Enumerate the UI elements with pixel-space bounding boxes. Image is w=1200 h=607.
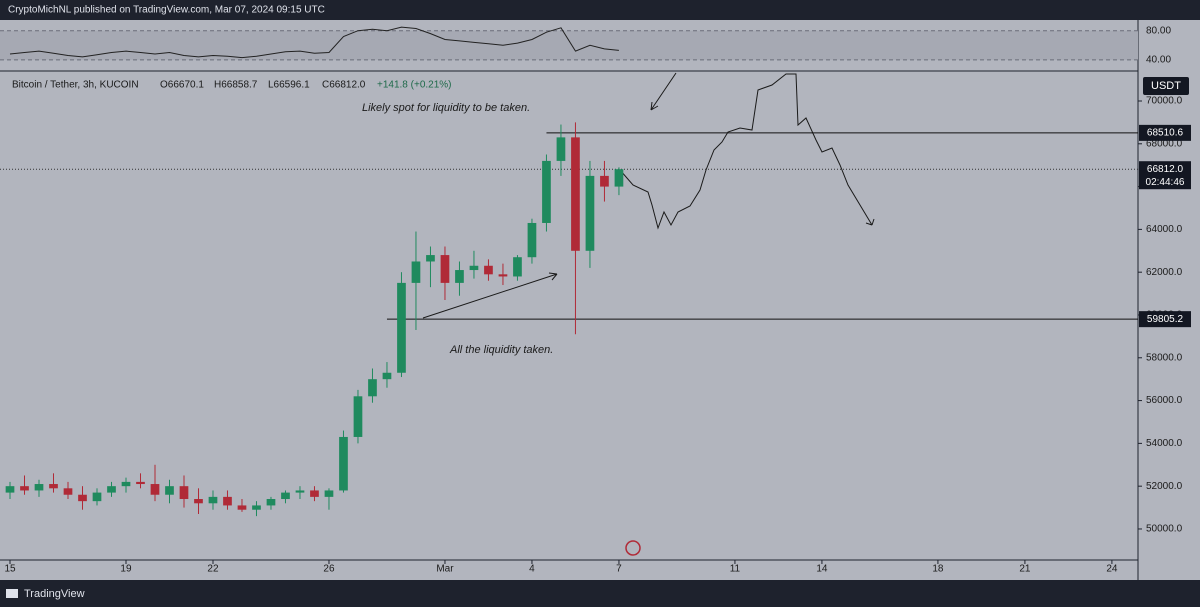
candle-body bbox=[556, 137, 566, 161]
candle-body bbox=[469, 265, 479, 271]
publisher: CryptoMichNL published on TradingView.co… bbox=[8, 5, 325, 16]
x-tick-label: 18 bbox=[932, 564, 944, 575]
candle-body bbox=[266, 499, 276, 506]
candle-body bbox=[339, 436, 348, 491]
level-label: 59805.2 bbox=[1147, 314, 1184, 325]
candle-body bbox=[484, 265, 493, 275]
symbol: Bitcoin / Tether, 3h, KUCOIN bbox=[12, 80, 139, 91]
candle-body bbox=[397, 282, 406, 373]
x-tick-label: 11 bbox=[730, 564, 741, 575]
rsi-band bbox=[0, 30, 1138, 60]
y-tick-label: 70000.0 bbox=[1146, 96, 1183, 107]
x-tick-label: Mar bbox=[436, 564, 454, 575]
candle-body bbox=[136, 481, 145, 485]
countdown: 02:44:46 bbox=[1146, 177, 1185, 188]
legend-value: O66670.1 bbox=[160, 80, 204, 91]
candle-body bbox=[92, 492, 102, 502]
candle-body bbox=[165, 486, 174, 495]
candle-body bbox=[49, 484, 58, 489]
candle-body bbox=[382, 372, 392, 380]
currency: USDT bbox=[1151, 80, 1181, 92]
x-tick-label: 4 bbox=[529, 564, 535, 575]
candle-body bbox=[208, 496, 218, 504]
candle-body bbox=[121, 481, 131, 487]
x-tick-label: 21 bbox=[1019, 564, 1031, 575]
annotation: All the liquidity taken. bbox=[449, 344, 553, 356]
arrow bbox=[422, 272, 558, 319]
legend-value: H66858.7 bbox=[214, 80, 258, 91]
y-tick-label: 52000.0 bbox=[1146, 481, 1183, 492]
last-price-label: 66812.0 bbox=[1147, 164, 1184, 175]
candle-body bbox=[107, 486, 116, 493]
candle-body bbox=[411, 261, 421, 283]
header-bar bbox=[0, 0, 1200, 20]
x-tick-label: 24 bbox=[1106, 564, 1118, 575]
legend-value: +141.8 (+0.21%) bbox=[377, 80, 452, 91]
candle-body bbox=[310, 490, 319, 497]
annotation: Likely spot for liquidity to be taken. bbox=[362, 102, 530, 114]
legend: O66670.1 H66858.7 L66596.1 C66812.0 +141.8 (… bbox=[160, 80, 452, 91]
rsi-tick-label: 80.00 bbox=[1146, 25, 1171, 36]
flash-icon[interactable] bbox=[625, 540, 641, 556]
x-tick-label: 7 bbox=[616, 564, 622, 575]
candle-body bbox=[5, 486, 15, 493]
candle-body bbox=[34, 484, 44, 491]
candle-body bbox=[78, 494, 87, 502]
y-tick-label: 50000.0 bbox=[1146, 524, 1183, 535]
candle-body bbox=[542, 160, 551, 223]
candle-body bbox=[614, 169, 624, 187]
y-tick-label: 62000.0 bbox=[1146, 267, 1183, 278]
candle-body bbox=[252, 505, 261, 510]
candle-body bbox=[237, 505, 247, 510]
candle-body bbox=[498, 274, 508, 277]
level-label: 68510.6 bbox=[1147, 128, 1184, 139]
x-tick-label: 19 bbox=[120, 564, 132, 575]
y-tick-label: 58000.0 bbox=[1146, 352, 1183, 363]
candle-body bbox=[324, 490, 334, 497]
candle-body bbox=[63, 488, 73, 495]
candle-body bbox=[513, 257, 522, 277]
candle-body bbox=[585, 175, 595, 251]
candle-body bbox=[194, 499, 203, 504]
x-tick-label: 26 bbox=[323, 564, 335, 575]
candle-body bbox=[440, 255, 450, 283]
x-tick-label: 15 bbox=[4, 564, 16, 575]
candle-body bbox=[368, 379, 377, 397]
candle-body bbox=[150, 484, 160, 495]
projection-path bbox=[619, 73, 875, 230]
brand-logo bbox=[6, 589, 18, 598]
candle-body bbox=[455, 270, 464, 283]
candle-body bbox=[600, 175, 609, 187]
currency-box bbox=[1143, 77, 1189, 95]
brand: TradingView bbox=[24, 588, 85, 600]
legend-value: L66596.1 bbox=[268, 80, 310, 91]
x-tick-label: 14 bbox=[816, 564, 828, 575]
candle-body bbox=[426, 255, 435, 262]
arrow bbox=[650, 72, 677, 111]
candle-body bbox=[295, 490, 305, 493]
rsi-tick-label: 40.00 bbox=[1146, 54, 1171, 65]
level-box bbox=[1139, 124, 1191, 141]
level-box bbox=[1139, 311, 1191, 328]
rsi-line bbox=[9, 26, 619, 59]
last-price-box bbox=[1139, 161, 1191, 190]
y-tick-label: 56000.0 bbox=[1146, 395, 1183, 406]
candle-body bbox=[179, 486, 189, 500]
y-tick-label: 54000.0 bbox=[1146, 438, 1183, 449]
candle-body bbox=[223, 496, 232, 506]
candle-body bbox=[527, 222, 537, 258]
legend-value: C66812.0 bbox=[322, 80, 366, 91]
candle-body bbox=[20, 486, 29, 491]
drawings bbox=[422, 72, 875, 319]
y-tick-label: 68000.0 bbox=[1146, 138, 1183, 149]
footer-bar bbox=[0, 580, 1200, 607]
candle-body bbox=[571, 137, 580, 251]
x-tick-label: 22 bbox=[207, 564, 219, 575]
y-tick-label: 64000.0 bbox=[1146, 224, 1183, 235]
candle-body bbox=[353, 396, 363, 437]
candle-body bbox=[281, 492, 290, 500]
